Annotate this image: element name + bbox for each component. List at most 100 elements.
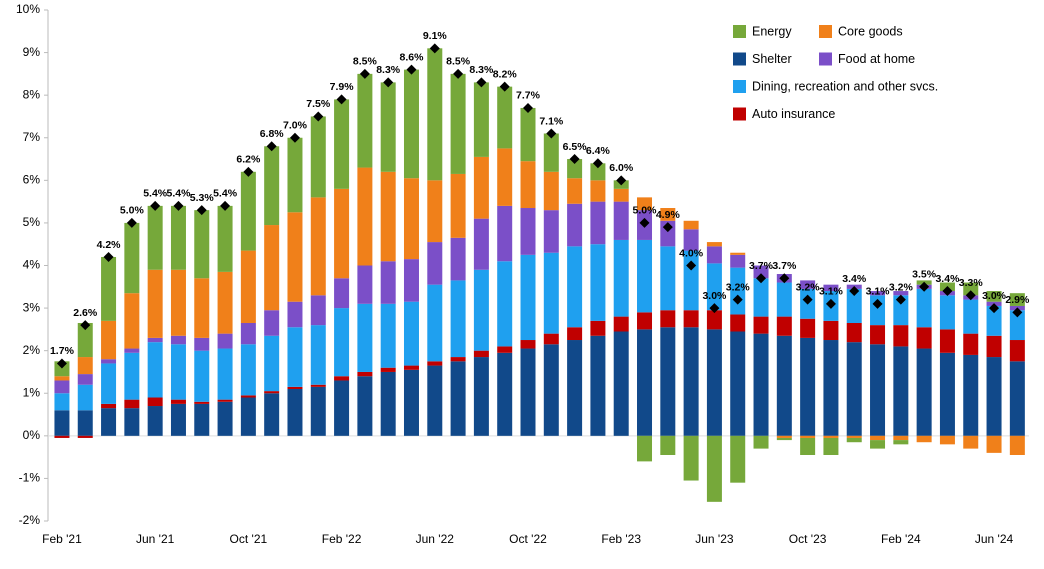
legend-label: Food at home (838, 52, 915, 66)
bar-segment (823, 437, 839, 455)
bar-segment (54, 435, 70, 438)
bar-segment (846, 435, 862, 438)
y-tick-label: 0% (23, 428, 41, 442)
y-tick-label: 8% (23, 87, 41, 101)
bar-segment (310, 295, 326, 326)
total-marker (126, 217, 137, 228)
bar-segment (101, 403, 117, 409)
bar-segment (240, 395, 256, 398)
bar-segment (590, 244, 606, 321)
value-label: 3.7% (772, 260, 797, 272)
total-marker (639, 217, 650, 228)
bar-segment (450, 73, 466, 174)
bar-segment (870, 435, 886, 441)
bar-segment (543, 171, 559, 211)
bar-segment (660, 208, 676, 221)
bar-segment (101, 408, 117, 436)
bar-segment (939, 352, 955, 436)
bar-segment (194, 337, 210, 351)
bar-segment (357, 376, 373, 436)
bar-segment (310, 325, 326, 385)
value-label: 5.0% (120, 205, 145, 217)
bar-segment (147, 205, 163, 270)
legend-label: Core goods (838, 24, 903, 38)
bar-segment (450, 361, 466, 436)
bar-segment (1009, 310, 1025, 341)
bar-segment (217, 333, 233, 349)
bar-segment (613, 331, 629, 436)
value-label: 3.0% (982, 290, 1007, 302)
y-tick-label: 6% (23, 173, 41, 187)
bar-segment (54, 376, 70, 381)
bar-segment (124, 348, 140, 353)
bar-segment (54, 410, 70, 436)
y-tick-label: 2% (23, 343, 41, 357)
bar-segment (1009, 293, 1025, 306)
x-tick-label: Feb '23 (601, 532, 641, 546)
bar-segment (846, 322, 862, 343)
bar-segment (450, 237, 466, 281)
bar-segment (124, 399, 140, 409)
bar-segment (380, 82, 396, 172)
bar-segment (357, 167, 373, 266)
bar-segment (54, 380, 70, 394)
value-label: 3.1% (866, 286, 891, 298)
bar-segment (567, 203, 583, 247)
total-marker (989, 303, 1000, 314)
bar-segment (497, 148, 513, 206)
value-label: 9.1% (423, 30, 448, 42)
bar-segment (77, 384, 93, 411)
y-tick-label: 9% (23, 45, 41, 59)
bar-segment (823, 340, 839, 436)
total-marker (266, 141, 277, 152)
value-label: 1.7% (50, 345, 75, 357)
bar-segment (170, 344, 186, 400)
total-marker (779, 273, 790, 284)
bar-segment (450, 173, 466, 238)
bar-segment (287, 388, 303, 436)
value-label: 3.1% (819, 286, 844, 298)
total-marker (453, 68, 464, 79)
total-marker (196, 205, 207, 216)
bar-segment (590, 180, 606, 202)
bar-segment (450, 357, 466, 362)
legend-label: Auto insurance (752, 107, 835, 121)
bar-segment (706, 246, 722, 264)
bar-segment (240, 250, 256, 323)
bar-segment (823, 284, 839, 292)
bar-segment (870, 325, 886, 345)
bar-segment (846, 288, 862, 323)
bar-segment (963, 354, 979, 436)
bar-segment (357, 265, 373, 304)
bar-segment (217, 348, 233, 400)
bar-segment (846, 342, 862, 436)
y-tick-label: -1% (19, 471, 41, 485)
total-marker (336, 94, 347, 105)
bar-segment (543, 333, 559, 345)
bar-segment (310, 386, 326, 436)
total-marker (522, 102, 533, 113)
bar-segment (334, 308, 350, 377)
bar-segment (124, 293, 140, 349)
total-marker (942, 286, 953, 297)
total-marker (173, 200, 184, 211)
bar-segment (520, 254, 536, 341)
bar-segment (124, 222, 140, 294)
x-tick-label: Feb '24 (881, 532, 921, 546)
bar-segment (497, 86, 513, 149)
bar-segment (706, 329, 722, 436)
value-label: 6.8% (260, 128, 285, 140)
bar-segment (939, 329, 955, 353)
bar-segment (403, 365, 419, 370)
value-label: 8.6% (400, 51, 425, 63)
value-label: 6.0% (609, 162, 634, 174)
bar-segment (170, 205, 186, 270)
bar-segment (963, 435, 979, 449)
bar-segment (403, 259, 419, 302)
bar-segment (427, 48, 443, 181)
bar-segment (217, 399, 233, 402)
bar-segment (427, 242, 443, 285)
bar-segment (590, 163, 606, 181)
bar-segment (287, 137, 303, 213)
